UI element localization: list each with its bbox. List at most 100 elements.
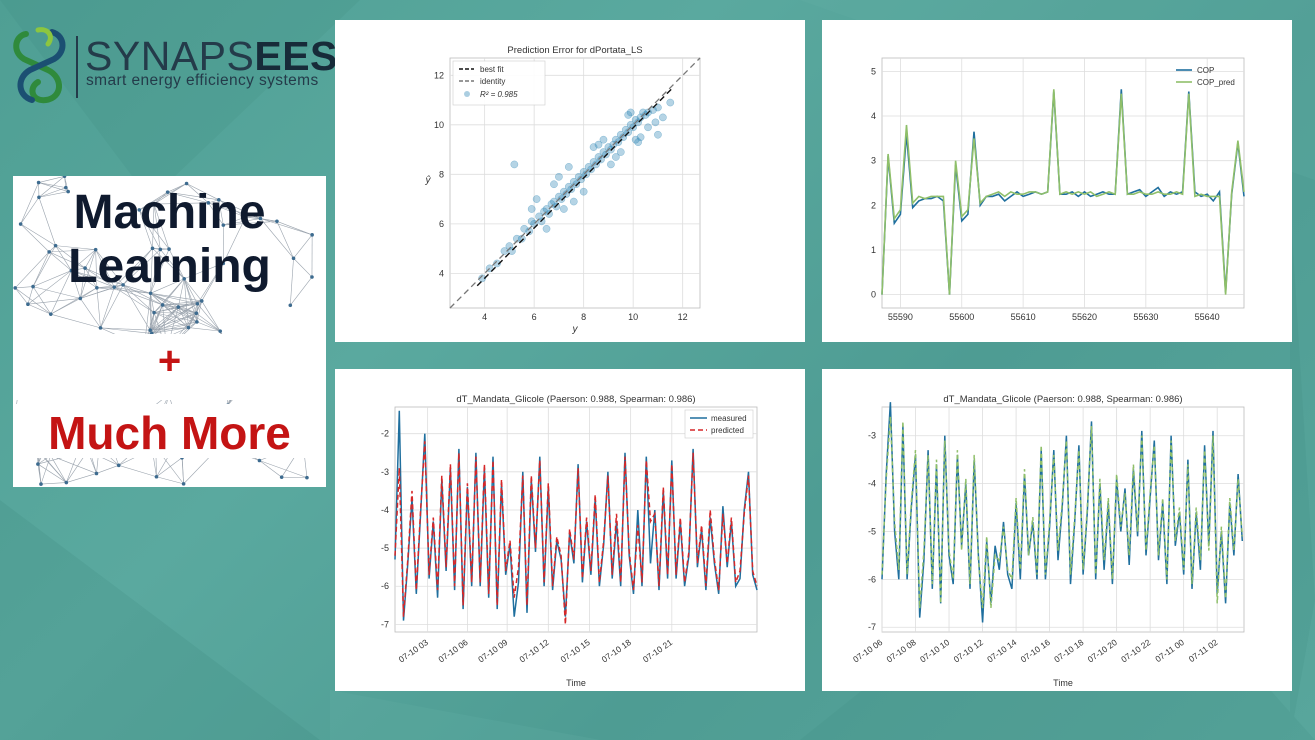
network-edge bbox=[223, 218, 261, 226]
network-edge bbox=[162, 304, 179, 308]
scatter-point bbox=[493, 259, 501, 268]
network-node bbox=[154, 474, 159, 479]
network-node bbox=[39, 482, 43, 486]
x-axis-label: y bbox=[572, 324, 579, 335]
network-edge bbox=[151, 312, 197, 334]
network-edge bbox=[122, 284, 151, 331]
network-edge bbox=[71, 270, 115, 288]
y-tick-label: 0 bbox=[871, 290, 876, 300]
scatter-point bbox=[542, 205, 551, 213]
network-node bbox=[31, 284, 35, 289]
network-edge bbox=[167, 191, 219, 201]
network-edge bbox=[20, 197, 40, 225]
promo-line-learning: Learning bbox=[68, 240, 271, 293]
network-edge bbox=[122, 248, 153, 286]
network-edge bbox=[38, 182, 69, 192]
network-edge bbox=[71, 270, 98, 289]
network-edge bbox=[71, 249, 96, 271]
network-edge bbox=[201, 300, 221, 332]
chart-card-dt-red: 07-10 03 07-10 06 07-10 09 07-10 12 07-10 15… bbox=[335, 369, 805, 691]
legend: measured predicted bbox=[684, 409, 754, 439]
network-edge bbox=[139, 191, 168, 211]
network-edge bbox=[27, 270, 72, 305]
y-tick-label: 3 bbox=[871, 156, 876, 166]
network-node bbox=[148, 291, 153, 296]
scatter-point bbox=[589, 143, 598, 151]
promo-plus-band bbox=[13, 334, 326, 400]
network-edge bbox=[150, 248, 153, 294]
network-edge bbox=[223, 216, 246, 264]
network-edge bbox=[48, 251, 72, 271]
network-node bbox=[78, 296, 83, 301]
network-edge bbox=[178, 306, 189, 328]
network-node bbox=[36, 180, 41, 185]
scatter-point bbox=[535, 212, 543, 221]
legend-label: predicted bbox=[711, 426, 744, 435]
scatter-point bbox=[599, 135, 608, 144]
network-edge bbox=[154, 312, 197, 323]
chart-title: dT_Mandata_Glicole (Paerson: 0.988, Spea… bbox=[943, 394, 1182, 405]
legend-label: COP_pred bbox=[1197, 78, 1235, 87]
network-edge bbox=[208, 199, 219, 204]
network-edge bbox=[32, 286, 52, 315]
network-node bbox=[310, 275, 314, 279]
network-node bbox=[218, 329, 223, 333]
network-edge bbox=[156, 476, 184, 485]
network-edge bbox=[153, 202, 209, 205]
network-edge bbox=[293, 258, 313, 278]
x-tick-label: 07-10 14 bbox=[985, 637, 1018, 665]
scatter-point bbox=[574, 172, 583, 181]
scatter-point bbox=[579, 187, 588, 196]
network-edge bbox=[96, 286, 115, 289]
network-node bbox=[53, 243, 58, 248]
promo-line-much-more: Much More bbox=[48, 407, 291, 459]
chart-title: Prediction Error for dPortata_LS bbox=[507, 45, 642, 56]
scatter-point bbox=[478, 274, 487, 283]
network-edge bbox=[100, 327, 151, 331]
network-edge bbox=[27, 286, 34, 305]
network-edge bbox=[162, 304, 197, 314]
x-tick-label: 07-10 18 bbox=[600, 637, 633, 665]
network-edge bbox=[84, 267, 98, 288]
prediction-error-chart: 4 6 8 10 12 4 6 8 10 12 Prediction Error for dPort… bbox=[425, 45, 701, 335]
network-edge bbox=[183, 278, 189, 328]
network-edge bbox=[138, 209, 153, 249]
network-node bbox=[165, 190, 170, 194]
scatter-point bbox=[659, 113, 667, 122]
network-node bbox=[275, 219, 279, 224]
network-edge bbox=[14, 287, 29, 305]
scatter-point bbox=[594, 153, 603, 161]
network-edge bbox=[55, 245, 72, 271]
network-edge bbox=[100, 287, 115, 328]
network-edge bbox=[149, 304, 163, 331]
legend-label: COP bbox=[1197, 66, 1214, 75]
network-node bbox=[13, 286, 17, 290]
network-edge bbox=[153, 304, 163, 313]
x-tick-label: 07-10 22 bbox=[1119, 637, 1152, 665]
y-tick-label: 10 bbox=[434, 120, 444, 130]
legend: COP COP_pred bbox=[1176, 66, 1235, 87]
network-node bbox=[181, 482, 186, 486]
network-node bbox=[221, 261, 226, 266]
network-edge bbox=[96, 465, 119, 474]
y-tick-label: 1 bbox=[871, 245, 876, 255]
network-edge bbox=[122, 284, 163, 306]
network-node bbox=[95, 285, 99, 290]
network-edge bbox=[38, 197, 56, 246]
network-edge bbox=[32, 251, 50, 287]
network-node bbox=[158, 247, 163, 252]
chart-card-dt-green: 07-10 06 07-10 08 07-10 10 07-10 12 07-10 14… bbox=[822, 369, 1292, 691]
x-tick-label: 55610 bbox=[1011, 312, 1036, 322]
network-edge bbox=[162, 304, 198, 323]
network-edge bbox=[100, 284, 124, 329]
network-edge bbox=[20, 182, 39, 225]
x-tick-label: 55590 bbox=[888, 312, 913, 322]
x-tick-label: 07-11 00 bbox=[1153, 637, 1186, 664]
network-node bbox=[152, 202, 156, 206]
y-tick-label: 2 bbox=[871, 200, 876, 210]
network-edge bbox=[178, 278, 185, 308]
scatter-point bbox=[654, 103, 662, 112]
x-tick-label: 6 bbox=[532, 312, 537, 322]
network-edge bbox=[32, 286, 81, 299]
network-node bbox=[186, 325, 191, 330]
